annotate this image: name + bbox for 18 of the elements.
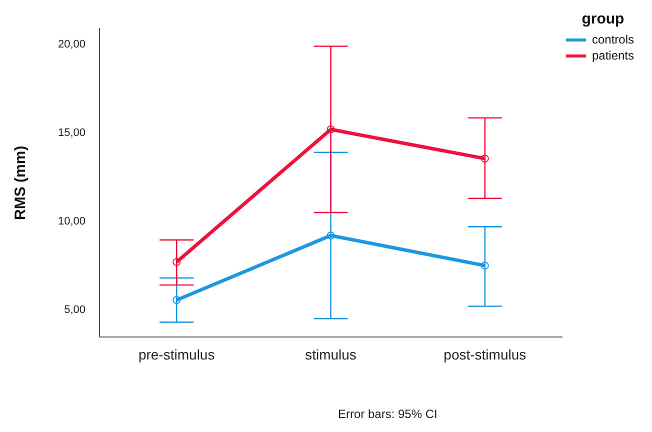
x-tick-label: stimulus [305,346,356,362]
point [172,258,181,266]
legend-label: controls [592,32,634,46]
y-tick-label: 20,00 [58,38,86,51]
point [480,262,489,270]
y-axis-title: RMS (mm) [12,146,30,220]
point [326,125,335,134]
y-tick-label: 15,00 [58,126,86,139]
y-tick-label: 10,00 [58,215,86,228]
point [480,154,489,163]
point [172,296,181,304]
text: Error bars: 95% CI [338,407,438,421]
y-tick-label: 5,00 [64,304,86,316]
point [326,232,335,240]
x-tick-label: pre-stimulus [138,346,215,362]
legend-title: group [582,10,624,28]
x-tick-label: post-stimulus [444,346,526,362]
legend-label: patients [592,48,634,62]
